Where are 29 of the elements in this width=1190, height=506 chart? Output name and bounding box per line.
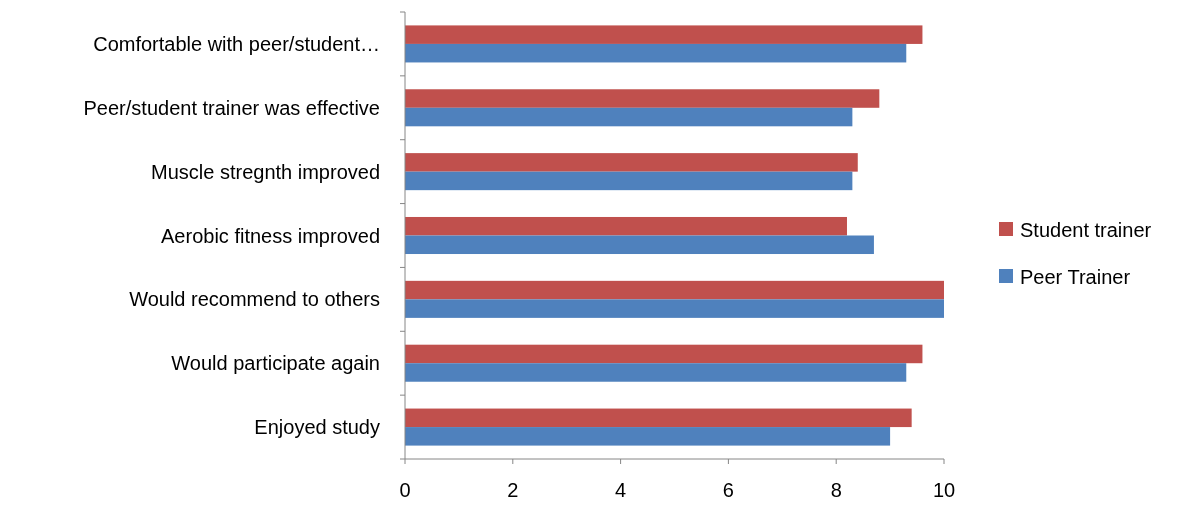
bar bbox=[405, 153, 858, 172]
x-tick-label: 8 bbox=[830, 479, 842, 501]
y-tick-label: Would participate again bbox=[171, 352, 380, 375]
bar bbox=[405, 43, 907, 63]
bar bbox=[405, 280, 944, 300]
bar bbox=[405, 344, 923, 364]
bar bbox=[405, 235, 874, 255]
legend-label: Peer Trainer bbox=[1020, 266, 1131, 288]
y-tick-label: Aerobic fitness improved bbox=[161, 224, 380, 247]
bar bbox=[405, 171, 853, 191]
x-tick-label: 6 bbox=[722, 479, 734, 501]
bar bbox=[405, 216, 847, 236]
bar bbox=[405, 107, 853, 127]
bar bbox=[405, 299, 944, 318]
y-tick-label: Muscle stregnth improved bbox=[151, 160, 380, 183]
bar bbox=[405, 408, 912, 428]
legend-label: Student trainer bbox=[1020, 219, 1152, 241]
y-tick-label: Comfortable with peer/student… bbox=[93, 32, 380, 55]
bar bbox=[405, 427, 891, 446]
x-tick-label: 0 bbox=[399, 479, 411, 501]
bar bbox=[405, 89, 880, 108]
bar bbox=[405, 25, 923, 44]
y-tick-label: Peer/student trainer was effective bbox=[83, 96, 380, 119]
x-tick-label: 10 bbox=[932, 479, 956, 501]
x-tick-label: 4 bbox=[615, 479, 627, 501]
y-tick-label: Enjoyed study bbox=[254, 416, 380, 439]
y-tick-label: Would recommend to others bbox=[129, 288, 380, 311]
x-tick-label: 2 bbox=[507, 479, 519, 501]
bar bbox=[405, 363, 907, 382]
